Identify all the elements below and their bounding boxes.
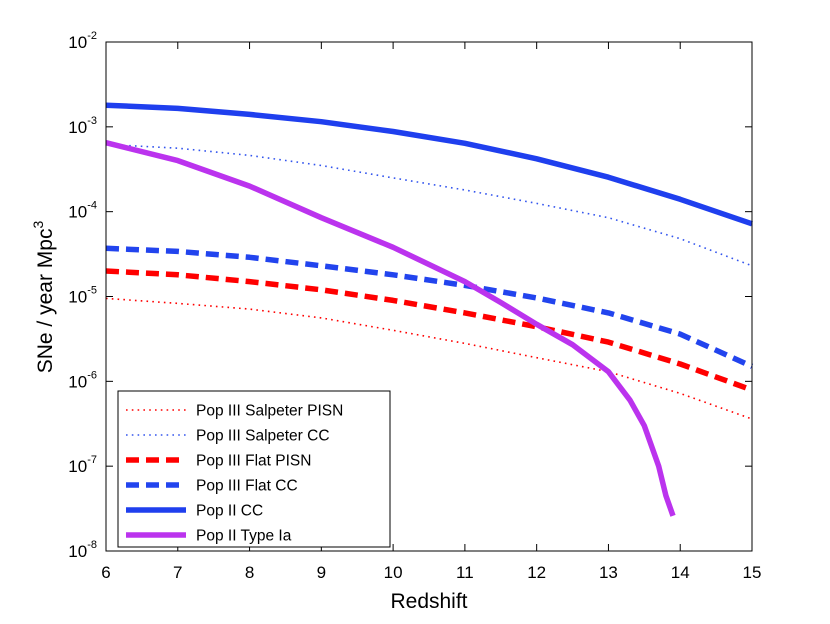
x-tick-label: 13 bbox=[599, 563, 618, 582]
legend-label-0: Pop III Salpeter PISN bbox=[196, 403, 343, 420]
legend-label-3: Pop III Flat CC bbox=[196, 478, 298, 495]
y-tick-labels: 10-8 10-7 10-6 10-5 10-4 10-3 10-2 bbox=[68, 30, 97, 561]
series-line-0 bbox=[105, 297, 753, 420]
series-line-5 bbox=[105, 140, 676, 517]
y-axis-label-superscript: 3 bbox=[30, 221, 46, 229]
x-tick-label: 10 bbox=[384, 563, 403, 582]
legend-label-4: Pop II CC bbox=[196, 503, 263, 520]
y-tick-label: 10-3 bbox=[68, 115, 97, 137]
x-tick-label: 12 bbox=[527, 563, 546, 582]
y-tick-label: 10-6 bbox=[68, 369, 97, 391]
x-tick-label: 8 bbox=[245, 563, 254, 582]
x-tick-label: 11 bbox=[456, 563, 474, 582]
x-tick-label: 6 bbox=[101, 563, 110, 582]
series-line-4 bbox=[105, 102, 753, 227]
x-tick-label: 14 bbox=[671, 563, 690, 582]
x-tick-label: 9 bbox=[317, 563, 326, 582]
y-tick-label: 10-7 bbox=[68, 454, 97, 476]
legend: Pop III Salpeter PISN Pop III Salpeter CC… bbox=[117, 390, 391, 548]
y-axis-label-text: SNe / year Mpc bbox=[34, 229, 57, 374]
plot-series-group bbox=[105, 102, 754, 517]
legend-items: Pop III Salpeter PISN Pop III Salpeter CC… bbox=[126, 403, 343, 545]
series-line-3 bbox=[105, 245, 754, 369]
legend-label-2: Pop III Flat PISN bbox=[196, 453, 311, 470]
legend-label-5: Pop II Type Ia bbox=[196, 528, 292, 545]
y-tick-label: 10-8 bbox=[68, 539, 97, 561]
x-axis-label: Redshift bbox=[390, 590, 467, 613]
x-tick-label: 15 bbox=[743, 563, 762, 582]
legend-box bbox=[117, 390, 391, 548]
legend-label-1: Pop III Salpeter CC bbox=[196, 428, 330, 445]
series-line-2 bbox=[105, 268, 753, 393]
y-tick-label: 10-5 bbox=[68, 285, 97, 307]
series-line-1 bbox=[105, 143, 753, 267]
y-tick-label: 10-4 bbox=[68, 200, 97, 222]
y-axis-label: SNe / year Mpc3 bbox=[30, 221, 57, 374]
y-tick-label: 10-2 bbox=[68, 30, 97, 52]
x-tick-labels: 6 7 8 9 10 11 12 13 14 15 bbox=[101, 563, 761, 582]
x-tick-label: 7 bbox=[173, 563, 182, 582]
